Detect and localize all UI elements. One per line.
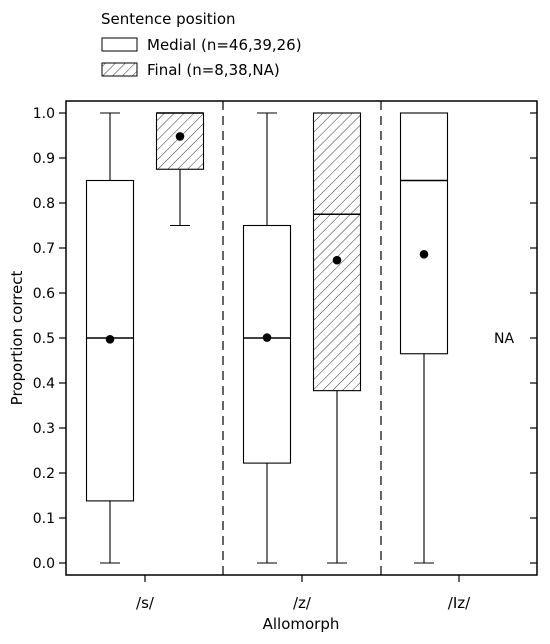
y-tick-label: 0.5 <box>33 331 55 347</box>
legend-label-medial: Medial (n=46,39,26) <box>147 36 302 54</box>
x-tick-label: /z/ <box>293 594 312 612</box>
box <box>242 112 292 564</box>
y-tick-label: 0.4 <box>33 376 55 392</box>
y-tick-label: 0.1 <box>33 511 55 527</box>
legend-swatch-medial <box>101 37 138 52</box>
box-rect <box>399 112 449 355</box>
y-tick-label: 0.7 <box>33 241 55 257</box>
box <box>155 112 205 227</box>
legend-swatch-final <box>101 62 138 77</box>
mean-point <box>419 250 429 259</box>
x-axis: /s/ /z/ /Iz/ <box>136 575 471 612</box>
y-axis: 0.0 0.1 0.2 0.3 0.4 0.5 0.6 0.7 0.8 0.9 1.0 <box>33 106 537 572</box>
box <box>312 112 362 564</box>
box-rect <box>312 112 362 392</box>
box-rect <box>155 112 205 170</box>
legend-title: Sentence position <box>101 10 236 28</box>
mean-point <box>105 335 115 344</box>
box-rect <box>242 224 292 464</box>
plot-frame <box>65 100 538 576</box>
box <box>399 112 449 564</box>
x-tick-label: /Iz/ <box>448 594 471 612</box>
legend: Sentence position Medial (n=46,39,26) Fi… <box>101 10 302 79</box>
y-tick-label: 0.3 <box>33 421 55 437</box>
mean-point <box>262 333 272 342</box>
y-tick-label: 1.0 <box>33 106 55 122</box>
x-axis-label: Allomorph <box>263 615 340 633</box>
y-tick-label: 0.9 <box>33 151 55 167</box>
mean-point <box>175 132 185 141</box>
x-tick-label: /s/ <box>136 594 155 612</box>
legend-label-final: Final (n=8,38,NA) <box>147 61 280 79</box>
y-tick-label: 0.2 <box>33 466 55 482</box>
box-series: NA <box>85 112 514 564</box>
y-tick-label: 0.0 <box>33 556 55 572</box>
y-tick-label: 0.6 <box>33 286 55 302</box>
box <box>85 112 135 564</box>
mean-point <box>332 255 342 265</box>
na-label: NA <box>494 331 514 347</box>
y-tick-label: 0.8 <box>33 196 55 212</box>
y-axis-label: Proportion correct <box>8 271 26 406</box>
